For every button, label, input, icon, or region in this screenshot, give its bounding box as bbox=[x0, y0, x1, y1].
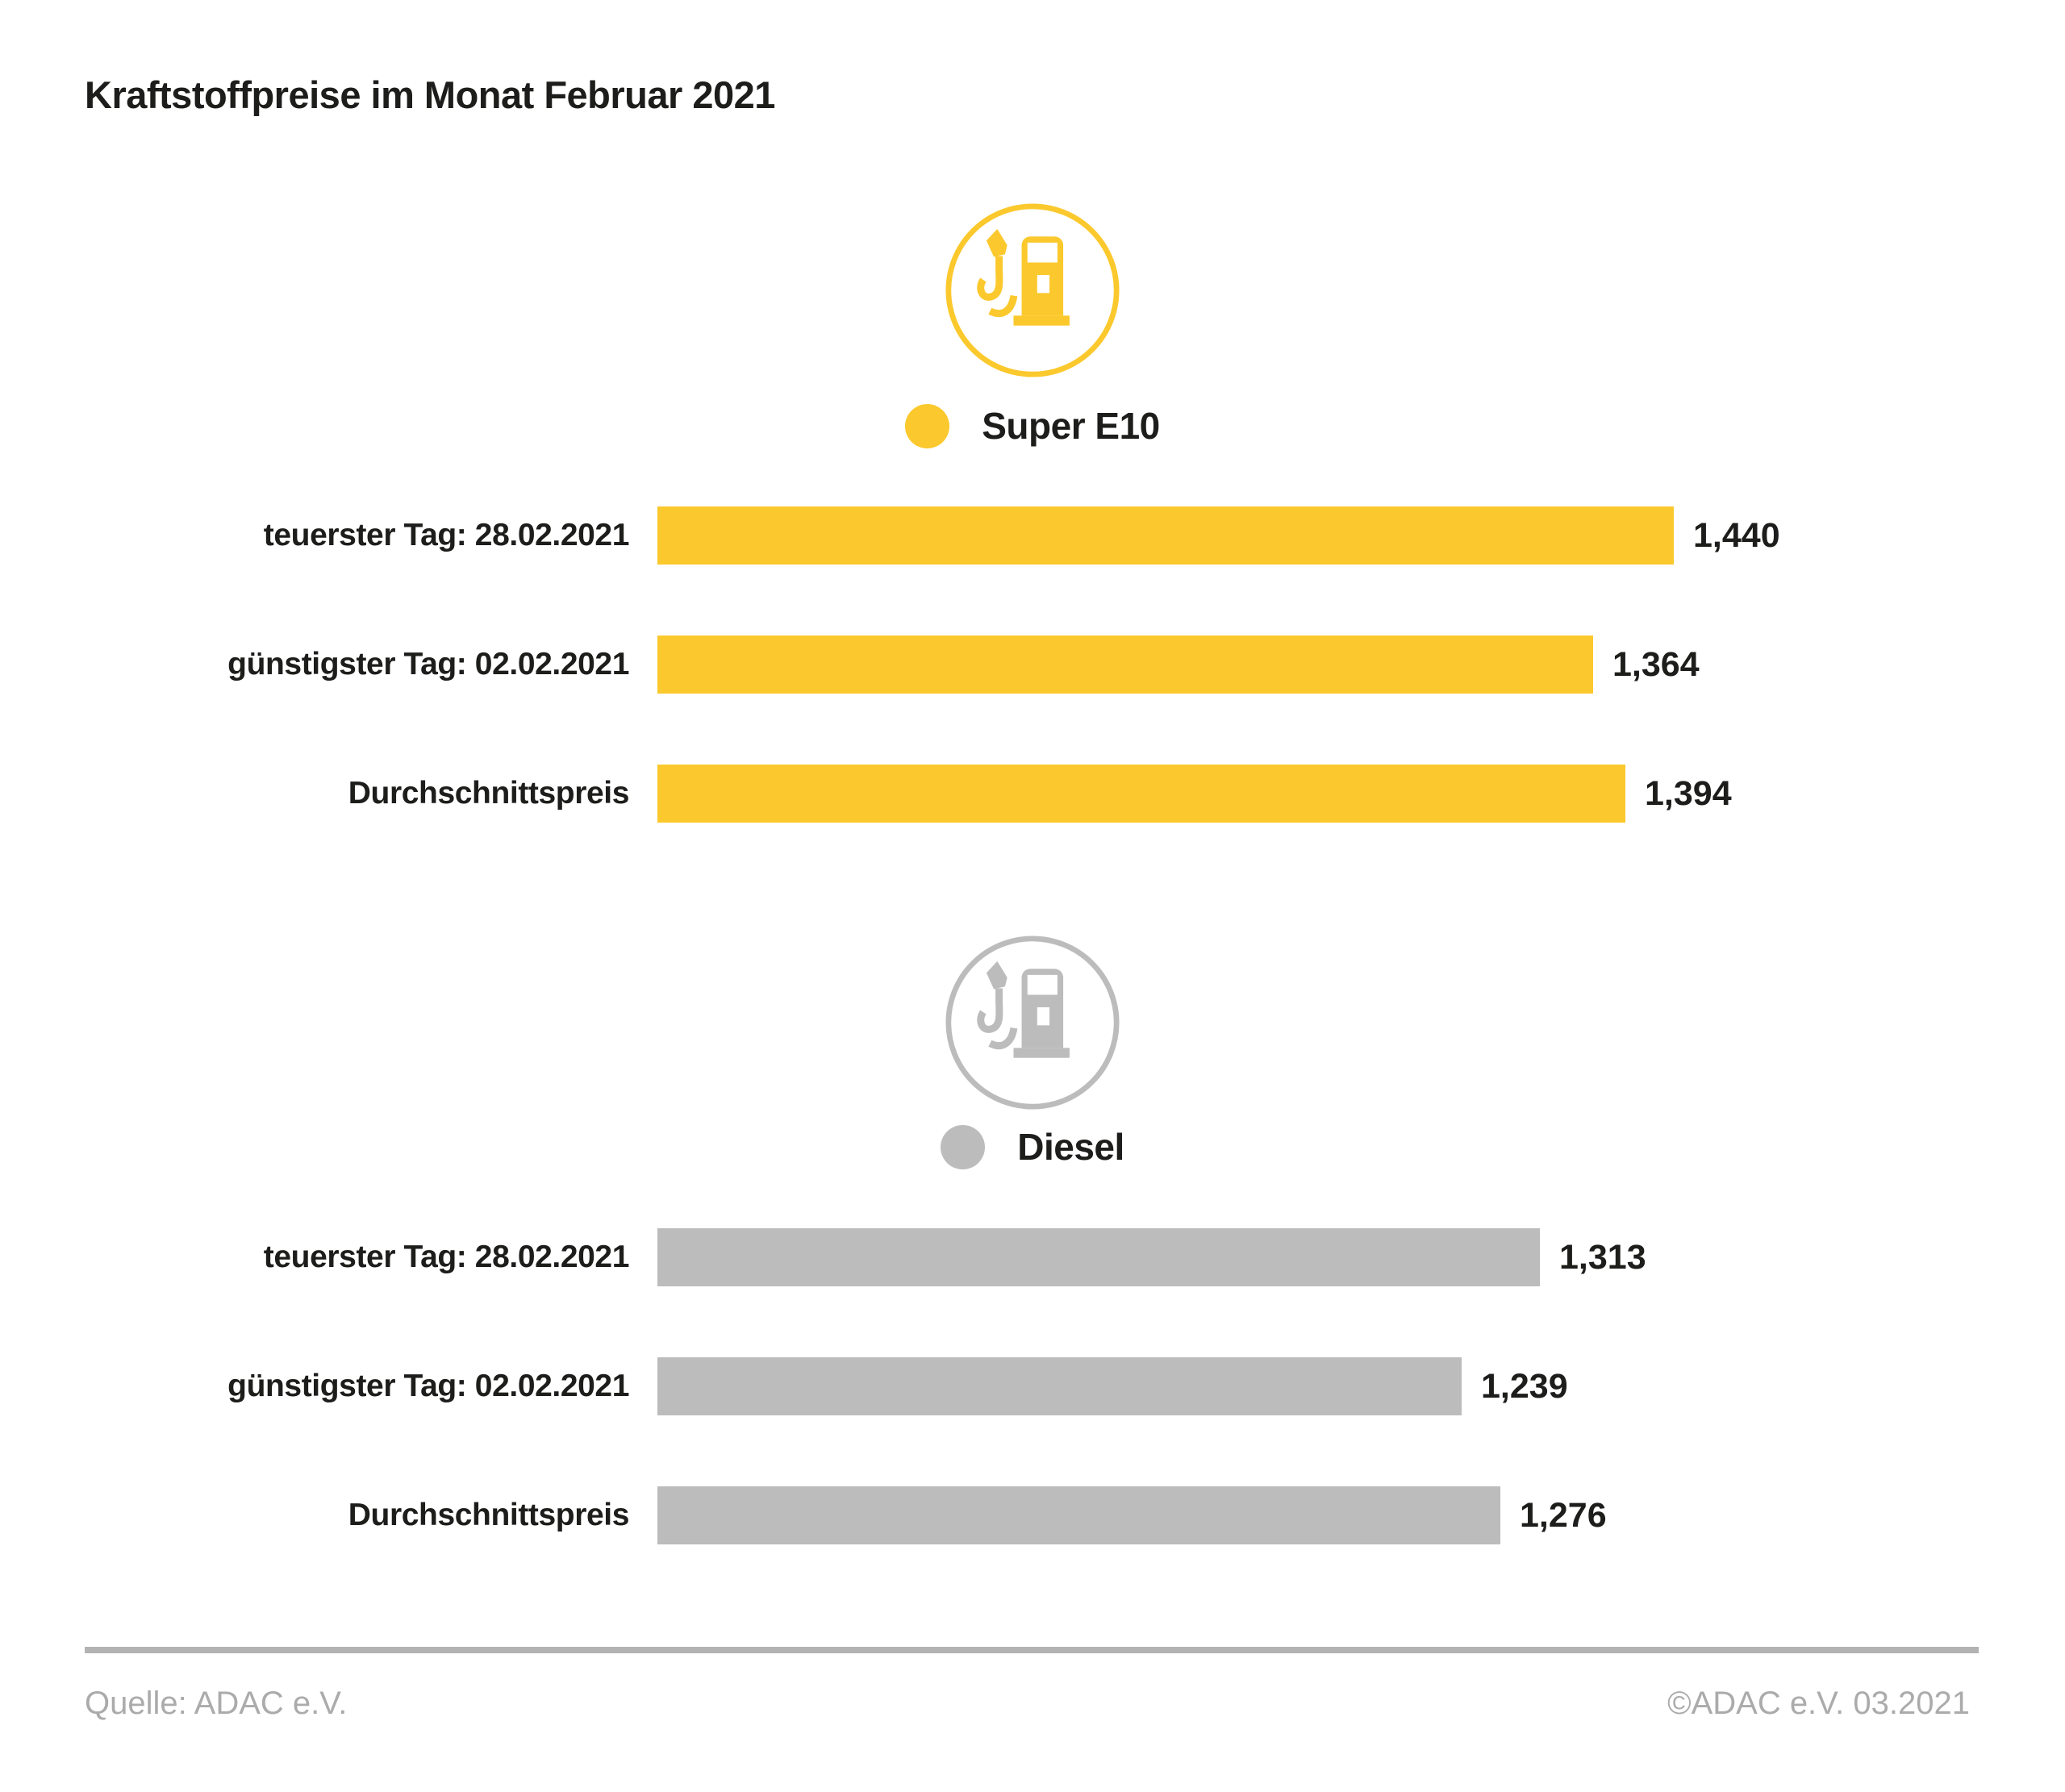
bar-value: 1,364 bbox=[1612, 644, 1700, 684]
legend-dot-diesel bbox=[941, 1124, 986, 1169]
bar-super-avg bbox=[657, 765, 1625, 823]
bar-label: Durchschnittspreis bbox=[348, 1498, 630, 1532]
legend-label-diesel: Diesel bbox=[1017, 1126, 1124, 1168]
legend-super-e10: Super E10 bbox=[0, 402, 2065, 450]
bar-row-diesel-max: teuerster Tag: 28.02.2021 1,313 bbox=[0, 1228, 2065, 1286]
bar-super-max bbox=[657, 506, 1674, 565]
bar-label: günstigster Tag: 02.02.2021 bbox=[227, 647, 629, 681]
bar-row-super-min: günstigster Tag: 02.02.2021 1,364 bbox=[0, 636, 2065, 694]
bar-value: 1,276 bbox=[1520, 1495, 1607, 1535]
bar-value: 1,313 bbox=[1559, 1237, 1646, 1277]
source-note: Quelle: ADAC e.V. bbox=[85, 1686, 348, 1721]
footer-divider bbox=[85, 1647, 1979, 1653]
bar-value: 1,440 bbox=[1693, 515, 1780, 555]
bar-diesel-avg bbox=[657, 1486, 1500, 1544]
copyright-note: ©ADAC e.V. 03.2021 bbox=[1667, 1686, 1970, 1721]
fuel-pump-icon bbox=[942, 932, 1123, 1113]
legend-dot-super bbox=[905, 403, 950, 448]
bar-label: günstigster Tag: 02.02.2021 bbox=[227, 1369, 629, 1403]
legend-label-super: Super E10 bbox=[982, 405, 1160, 447]
bar-label: teuerster Tag: 28.02.2021 bbox=[263, 518, 630, 552]
bar-label: teuerster Tag: 28.02.2021 bbox=[263, 1240, 630, 1274]
bar-row-super-max: teuerster Tag: 28.02.2021 1,440 bbox=[0, 506, 2065, 565]
bar-value: 1,239 bbox=[1481, 1366, 1568, 1406]
bar-label: Durchschnittspreis bbox=[348, 776, 630, 811]
bar-row-diesel-avg: Durchschnittspreis 1,276 bbox=[0, 1486, 2065, 1544]
bar-diesel-max bbox=[657, 1228, 1540, 1286]
bar-value: 1,394 bbox=[1645, 773, 1732, 813]
fuel-pump-icon bbox=[942, 200, 1123, 381]
bar-super-min bbox=[657, 636, 1593, 694]
bar-row-diesel-min: günstigster Tag: 02.02.2021 1,239 bbox=[0, 1357, 2065, 1415]
page-title: Kraftstoffpreise im Monat Februar 2021 bbox=[85, 73, 775, 116]
legend-diesel: Diesel bbox=[0, 1123, 2065, 1171]
bar-row-super-avg: Durchschnittspreis 1,394 bbox=[0, 765, 2065, 823]
bar-diesel-min bbox=[657, 1357, 1462, 1415]
